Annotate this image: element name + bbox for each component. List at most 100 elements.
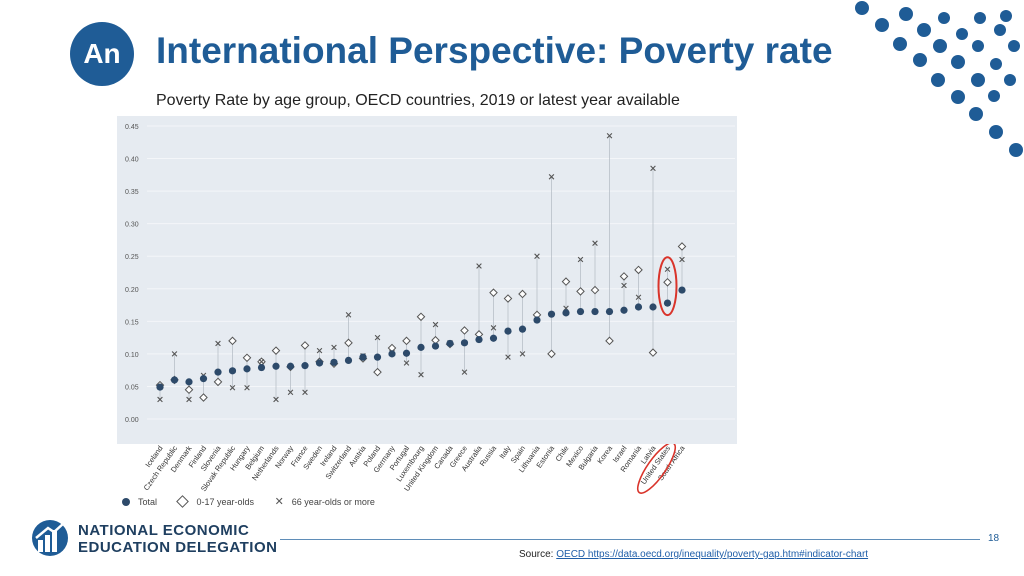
legend-children-label: 0-17 year-olds xyxy=(196,496,255,507)
elderly-point xyxy=(621,282,627,289)
total-point xyxy=(373,353,382,361)
elderly-point xyxy=(287,389,294,396)
footer-divider xyxy=(280,539,980,540)
legend-total-label: Total xyxy=(138,496,158,507)
legend-elderly-label: 66 year-olds or more xyxy=(291,496,375,507)
elderly-point-stroke xyxy=(287,389,294,396)
elderly-point xyxy=(461,369,468,375)
y-tick-label: 0.00 xyxy=(125,417,139,424)
elderly-point xyxy=(418,371,424,378)
total-point xyxy=(388,350,396,358)
total-point xyxy=(591,307,599,316)
total-point xyxy=(605,307,614,316)
children-point xyxy=(373,367,382,377)
total-point xyxy=(228,367,237,375)
elderly-point-stroke xyxy=(215,340,221,347)
elderly-point-stroke xyxy=(534,253,540,260)
children-point xyxy=(605,336,614,346)
elderly-point xyxy=(316,347,323,354)
decorative-dot xyxy=(899,7,913,21)
elderly-point-stroke xyxy=(461,369,468,375)
decorative-dot xyxy=(933,39,947,53)
elderly-point-stroke xyxy=(519,351,526,357)
elderly-point-stroke xyxy=(345,312,352,318)
total-point xyxy=(620,306,628,314)
elderly-point-stroke xyxy=(418,371,424,378)
total-point xyxy=(417,343,425,351)
total-point xyxy=(170,376,179,384)
children-point xyxy=(402,336,411,346)
elderly-point xyxy=(650,165,656,172)
decorative-dot xyxy=(1004,74,1016,86)
y-tick-label: 0.25 xyxy=(125,254,139,261)
children-point xyxy=(213,377,223,387)
elderly-point xyxy=(229,384,236,391)
total-point xyxy=(663,299,672,307)
decorative-dot xyxy=(972,40,984,52)
elderly-point-stroke xyxy=(374,334,381,341)
legend-elderly: ✕ 66 year-olds or more xyxy=(275,495,375,508)
total-point xyxy=(634,303,643,311)
elderly-point xyxy=(171,351,178,357)
total-point xyxy=(431,342,440,350)
elderly-point xyxy=(432,321,439,328)
chart-legend: Total 0-17 year-olds ✕ 66 year-olds or mo… xyxy=(122,495,393,509)
elderly-point-stroke xyxy=(606,132,613,139)
children-point xyxy=(300,341,310,350)
elderly-point-stroke xyxy=(302,389,308,396)
nec-logo-icon xyxy=(32,520,68,556)
elderly-point xyxy=(679,256,685,263)
total-point xyxy=(533,316,541,324)
poverty-rate-chart: 0.00 0.05 0.10 0.15 0.20 0.25 0.30 0.35 0.40 0.45 xyxy=(117,116,737,444)
elderly-point xyxy=(664,266,671,273)
legend-children-marker xyxy=(175,495,189,509)
decorative-dot xyxy=(974,12,986,24)
decorative-dot xyxy=(956,28,968,40)
decorative-dot xyxy=(855,1,869,15)
elderly-point-stroke xyxy=(157,396,163,403)
source-citation: Source: OECD https://data.oecd.org/inequ… xyxy=(519,549,868,560)
children-point xyxy=(547,349,556,359)
children-point xyxy=(460,326,469,335)
elderly-point xyxy=(577,256,584,263)
decorative-dot xyxy=(1008,40,1020,52)
total-point xyxy=(475,335,483,344)
decorative-dot xyxy=(938,12,950,24)
elderly-point xyxy=(331,344,337,351)
children-point xyxy=(561,277,571,286)
children-point xyxy=(503,294,513,303)
legend-elderly-marker: ✕ xyxy=(274,496,284,508)
children-point xyxy=(518,289,527,299)
elderly-point-stroke xyxy=(592,240,598,246)
total-point xyxy=(257,363,266,372)
elderly-point-stroke xyxy=(650,165,656,172)
elderly-point xyxy=(403,360,410,366)
decorative-dot xyxy=(971,73,985,87)
elderly-point xyxy=(592,240,598,246)
elderly-point-stroke xyxy=(331,344,337,351)
chart-subtitle: Poverty Rate by age group, OECD countrie… xyxy=(156,92,680,109)
elderly-point-stroke xyxy=(186,396,192,403)
children-point xyxy=(576,287,585,296)
total-point xyxy=(286,362,295,370)
nec-org-name: NATIONAL ECONOMIC EDUCATION DELEGATION xyxy=(78,522,277,556)
children-point xyxy=(590,285,600,295)
total-point xyxy=(518,325,527,333)
total-point xyxy=(199,375,208,383)
decorative-dot xyxy=(917,23,931,37)
elderly-point-stroke xyxy=(273,396,279,403)
source-link[interactable]: OECD https://data.oecd.org/inequality/po… xyxy=(556,549,869,560)
total-point xyxy=(243,365,251,373)
total-point xyxy=(272,362,280,370)
children-point xyxy=(271,346,281,355)
elderly-point xyxy=(258,358,265,365)
y-tick-label: 0.10 xyxy=(125,352,139,359)
decorative-dot xyxy=(875,18,889,32)
elderly-point-stroke xyxy=(664,266,671,273)
elderly-point xyxy=(302,389,308,396)
children-point xyxy=(184,385,194,395)
x-tick-label: Korea xyxy=(595,444,614,466)
total-point xyxy=(315,359,324,367)
y-tick-label: 0.35 xyxy=(125,189,139,196)
